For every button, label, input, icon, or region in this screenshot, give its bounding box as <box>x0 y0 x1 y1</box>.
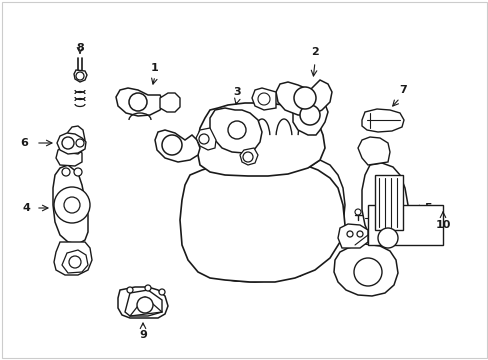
Circle shape <box>299 105 319 125</box>
Circle shape <box>69 256 81 268</box>
Polygon shape <box>62 250 88 273</box>
Polygon shape <box>125 290 162 316</box>
Polygon shape <box>209 108 262 153</box>
Text: 9: 9 <box>139 330 146 340</box>
Text: 10: 10 <box>434 220 450 230</box>
Polygon shape <box>186 160 345 282</box>
Circle shape <box>162 135 182 155</box>
Polygon shape <box>292 100 327 135</box>
Circle shape <box>145 285 151 291</box>
Circle shape <box>293 87 315 109</box>
Circle shape <box>243 152 252 162</box>
Text: 3: 3 <box>233 87 240 97</box>
Polygon shape <box>56 146 82 166</box>
Circle shape <box>353 258 381 286</box>
Circle shape <box>199 134 208 144</box>
Circle shape <box>356 231 362 237</box>
Circle shape <box>62 137 74 149</box>
Circle shape <box>76 72 84 80</box>
Polygon shape <box>53 165 88 244</box>
Polygon shape <box>160 93 180 112</box>
Circle shape <box>74 168 82 176</box>
Circle shape <box>377 228 397 248</box>
Text: 8: 8 <box>76 43 84 53</box>
Polygon shape <box>196 128 216 150</box>
Circle shape <box>137 297 153 313</box>
Text: 4: 4 <box>22 203 30 213</box>
Polygon shape <box>198 103 325 176</box>
Circle shape <box>54 187 90 223</box>
Text: 5: 5 <box>423 203 431 213</box>
Circle shape <box>159 289 164 295</box>
Bar <box>374 175 402 230</box>
Text: 2: 2 <box>310 47 318 57</box>
Circle shape <box>346 231 352 237</box>
Circle shape <box>227 121 245 139</box>
Polygon shape <box>333 244 397 296</box>
Polygon shape <box>337 224 367 248</box>
Circle shape <box>129 93 147 111</box>
Polygon shape <box>275 80 331 115</box>
Text: 7: 7 <box>398 85 406 95</box>
Circle shape <box>64 197 80 213</box>
Polygon shape <box>65 126 85 154</box>
Text: 6: 6 <box>20 138 28 148</box>
Text: 1: 1 <box>151 63 159 73</box>
Polygon shape <box>116 88 163 116</box>
Polygon shape <box>54 242 92 275</box>
Polygon shape <box>357 137 389 165</box>
Circle shape <box>76 139 84 147</box>
Circle shape <box>354 209 360 215</box>
Polygon shape <box>180 162 345 282</box>
Polygon shape <box>240 148 258 165</box>
Bar <box>367 205 442 245</box>
Polygon shape <box>361 163 407 246</box>
Polygon shape <box>118 287 168 318</box>
Polygon shape <box>251 88 275 110</box>
Circle shape <box>127 287 133 293</box>
Polygon shape <box>74 70 87 82</box>
Circle shape <box>62 168 70 176</box>
Polygon shape <box>57 133 86 154</box>
Polygon shape <box>155 130 200 162</box>
Polygon shape <box>361 109 403 132</box>
